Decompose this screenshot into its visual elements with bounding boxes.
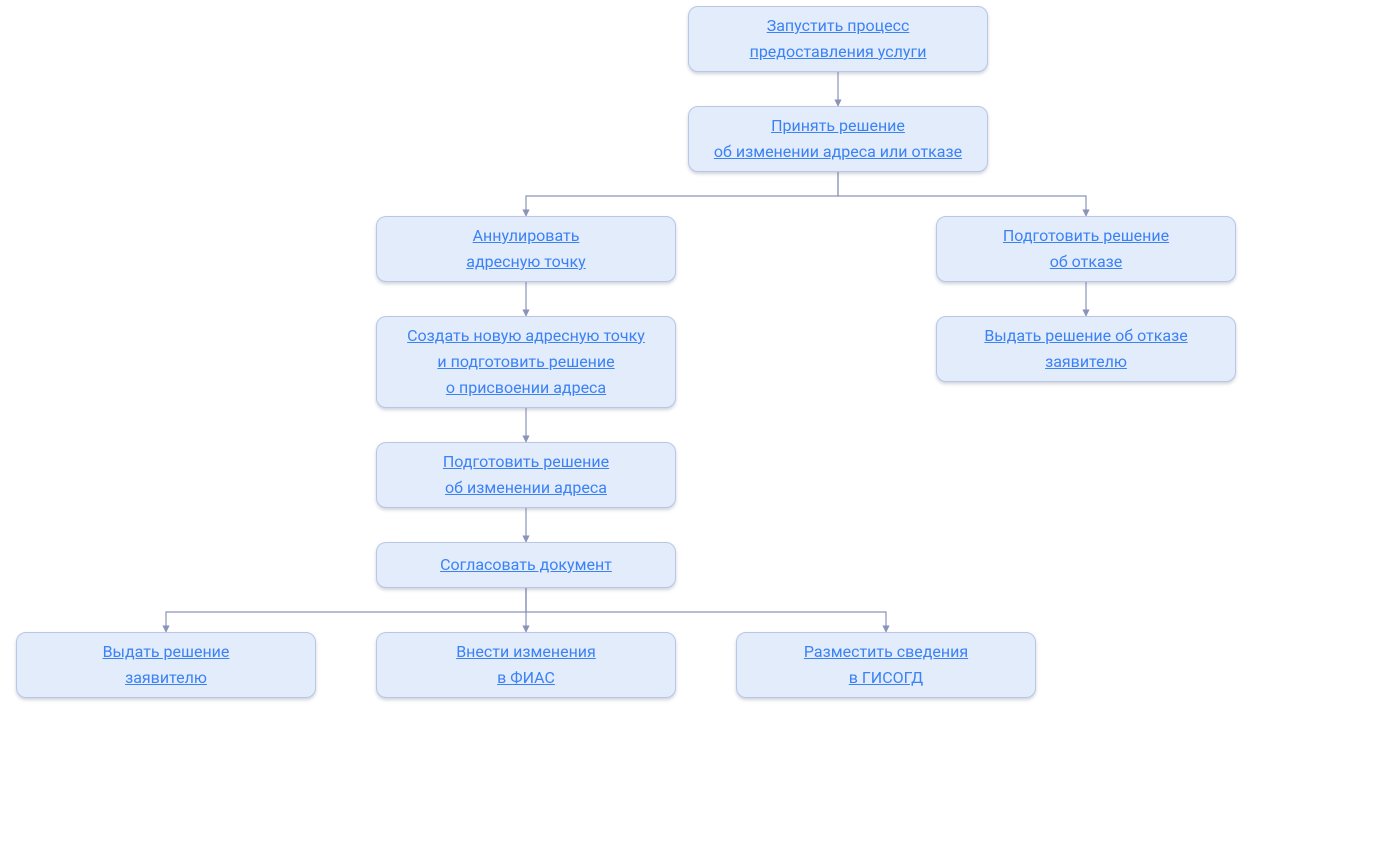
flow-node-n7-line-0[interactable]: Подготовить решение (1003, 224, 1169, 248)
flowchart-canvas: Запустить процесспредоставления услуги Пр… (0, 0, 1379, 847)
flow-node-n2-line-1[interactable]: об изменении адреса или отказе (714, 140, 962, 164)
flow-node-n8-line-1[interactable]: заявителю (984, 350, 1187, 374)
flow-node-n3[interactable]: Аннулироватьадресную точку (376, 216, 676, 282)
flow-node-n1-line-0[interactable]: Запустить процесс (750, 14, 927, 38)
flow-node-n9[interactable]: Выдать решениезаявителю (16, 632, 316, 698)
flow-node-n11-line-1[interactable]: в ГИСОГД (804, 666, 968, 690)
flow-node-n5-line-0[interactable]: Подготовить решение (443, 450, 609, 474)
flow-node-n1-line-1[interactable]: предоставления услуги (750, 40, 927, 64)
flow-node-n10-line-0[interactable]: Внести изменения (456, 640, 596, 664)
flow-node-n3-line-1[interactable]: адресную точку (466, 250, 585, 274)
flow-node-n10-line-1[interactable]: в ФИАС (456, 666, 596, 690)
flow-node-n9-line-1[interactable]: заявителю (103, 666, 230, 690)
flow-node-n3-line-0[interactable]: Аннулировать (466, 224, 585, 248)
flow-node-n2-line-0[interactable]: Принять решение (714, 114, 962, 138)
flow-node-n2[interactable]: Принять решениеоб изменении адреса или о… (688, 106, 988, 172)
flow-node-n11-line-0[interactable]: Разместить сведения (804, 640, 968, 664)
flow-node-n10[interactable]: Внести измененияв ФИАС (376, 632, 676, 698)
flow-node-n5-line-1[interactable]: об изменении адреса (443, 476, 609, 500)
flow-node-n4-line-1[interactable]: и подготовить решение (407, 350, 645, 374)
flow-node-n7[interactable]: Подготовить решениеоб отказе (936, 216, 1236, 282)
flow-node-n5[interactable]: Подготовить решениеоб изменении адреса (376, 442, 676, 508)
flow-node-n6[interactable]: Согласовать документ (376, 542, 676, 588)
flow-node-n1[interactable]: Запустить процесспредоставления услуги (688, 6, 988, 72)
flow-node-n4-line-0[interactable]: Создать новую адресную точку (407, 324, 645, 348)
flow-node-n7-line-1[interactable]: об отказе (1003, 250, 1169, 274)
flow-node-n4[interactable]: Создать новую адресную точкуи подготовит… (376, 316, 676, 408)
flow-node-n11[interactable]: Разместить сведенияв ГИСОГД (736, 632, 1036, 698)
flow-node-n8-line-0[interactable]: Выдать решение об отказе (984, 324, 1187, 348)
flow-node-n4-line-2[interactable]: о присвоении адреса (407, 376, 645, 400)
flow-node-n8[interactable]: Выдать решение об отказезаявителю (936, 316, 1236, 382)
flow-node-n9-line-0[interactable]: Выдать решение (103, 640, 230, 664)
flow-node-n6-line-0[interactable]: Согласовать документ (440, 553, 612, 577)
